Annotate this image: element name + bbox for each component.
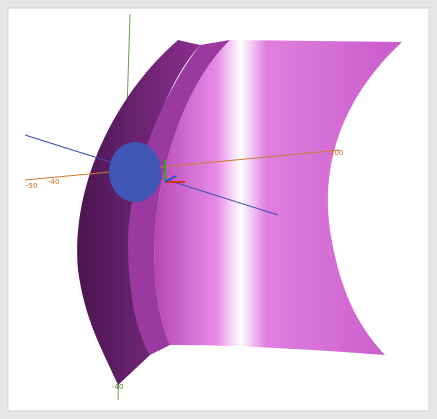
surface <box>154 40 402 355</box>
triad-z <box>164 175 177 183</box>
marker-disc <box>109 142 161 202</box>
axis-label: 100 <box>330 149 343 157</box>
axis-label: -40 <box>112 383 123 391</box>
surface-band <box>128 40 230 355</box>
x-axis <box>24 149 341 181</box>
surface-edge <box>77 40 200 385</box>
axis-label: -50 <box>26 182 37 190</box>
axis-label: -40 <box>48 178 59 186</box>
